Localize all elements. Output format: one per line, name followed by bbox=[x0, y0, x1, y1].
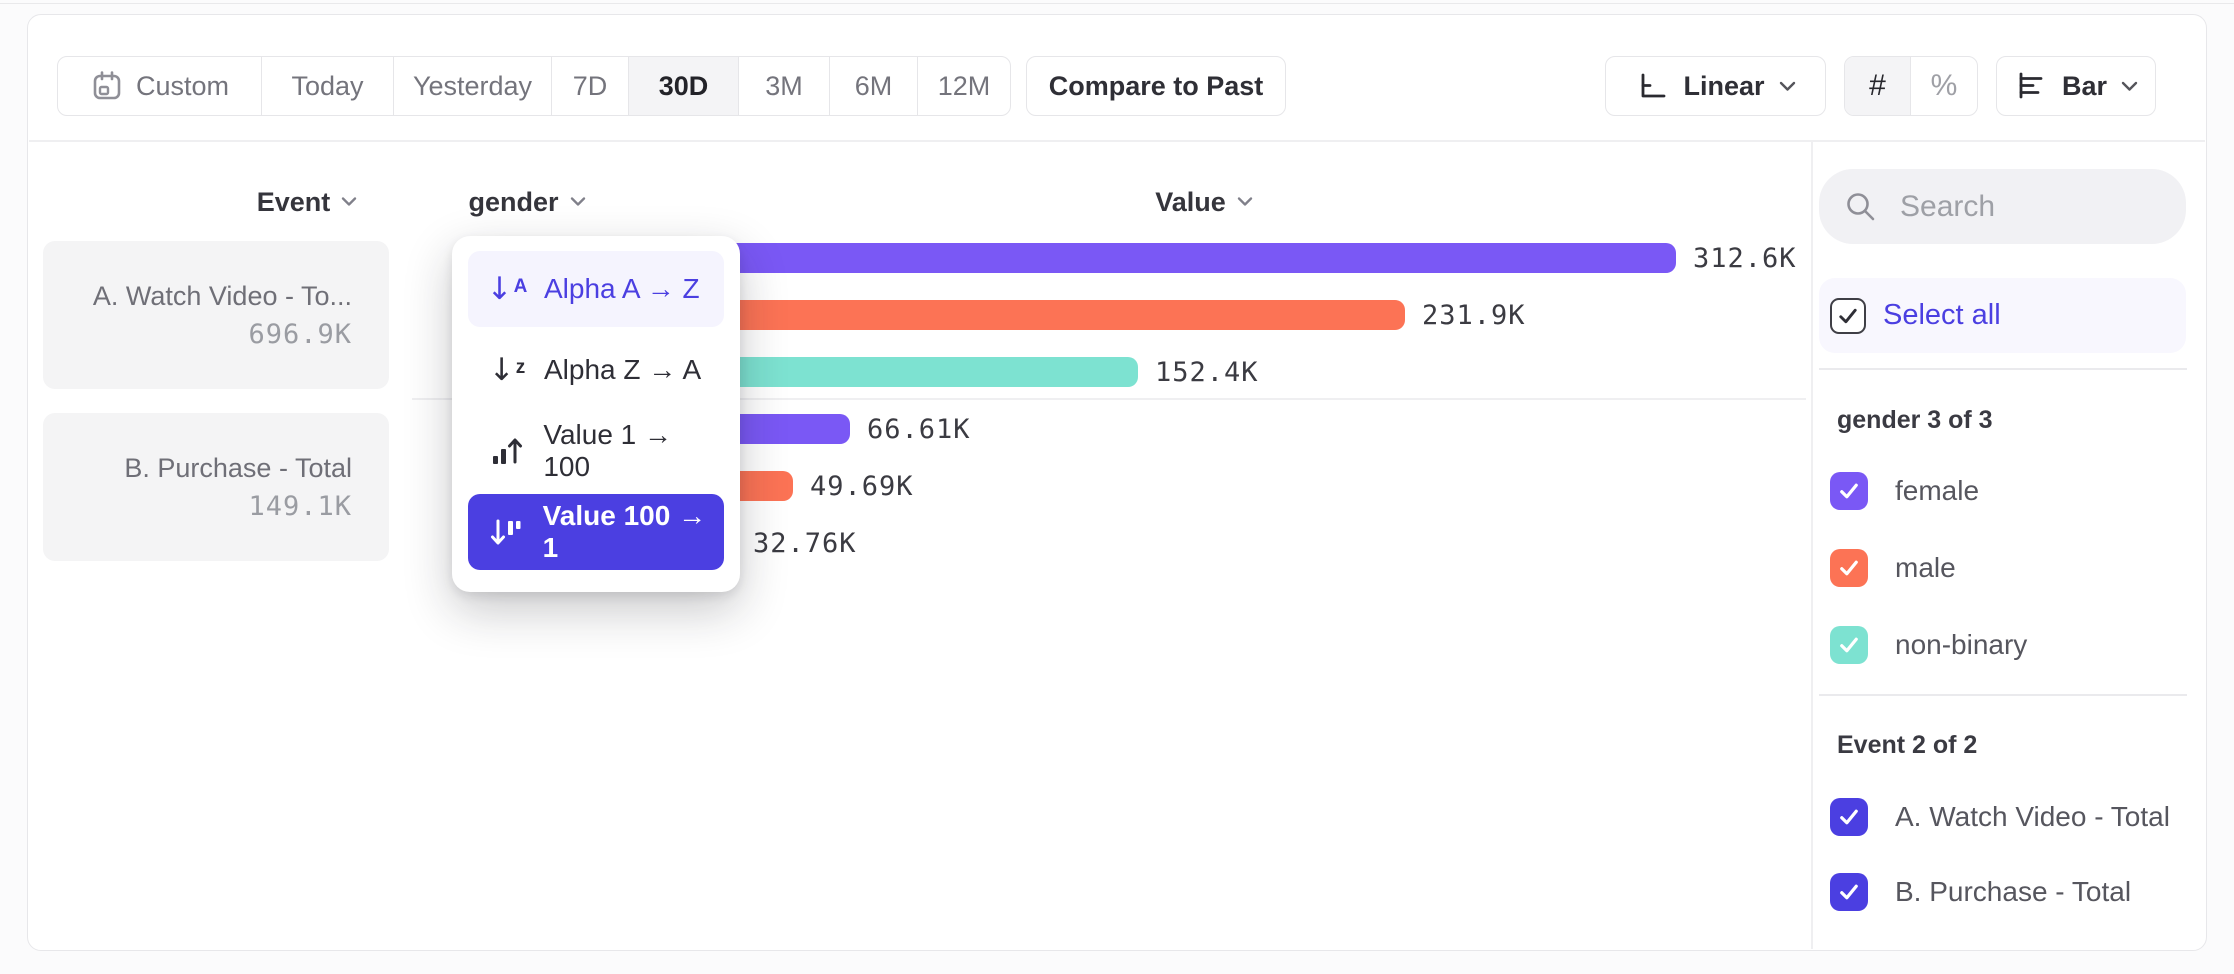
date-range-30d-selected[interactable]: 30D bbox=[629, 57, 739, 115]
bar-value-label: 231.9K bbox=[1422, 299, 1526, 331]
hash-icon: # bbox=[1869, 69, 1886, 102]
date-range-custom[interactable]: Custom bbox=[58, 57, 262, 115]
date-range-3m[interactable]: 3M bbox=[739, 57, 830, 115]
checkmark-icon bbox=[1840, 809, 1858, 825]
event-card-title: A. Watch Video - To... bbox=[92, 280, 352, 311]
event-group-separator bbox=[412, 398, 1806, 400]
chevron-down-icon bbox=[570, 197, 585, 206]
event-card-purchase[interactable]: B. Purchase - Total 149.1K bbox=[43, 413, 389, 561]
event-card-watch-video[interactable]: A. Watch Video - To... 696.9K bbox=[43, 241, 389, 389]
date-range-label: Custom bbox=[135, 70, 230, 101]
select-all-label: Select all bbox=[1883, 299, 2001, 331]
event-group-header: Event 2 of 2 bbox=[1837, 731, 1978, 759]
chevron-down-icon bbox=[2121, 81, 2138, 91]
sort-alpha-asc-icon: ↓ A bbox=[486, 270, 528, 307]
format-percent-option[interactable]: % bbox=[1911, 57, 1977, 115]
event-card-total: 149.1K bbox=[248, 490, 352, 522]
legend-item-female[interactable]: female bbox=[1830, 472, 1979, 510]
select-all-row[interactable]: Select all bbox=[1819, 278, 2186, 353]
bar-row-watch-video-female: 312.6K bbox=[626, 242, 1797, 274]
legend-item-watch-video[interactable]: A. Watch Video - Total bbox=[1830, 798, 2170, 836]
checkmark-icon bbox=[1839, 308, 1857, 323]
date-range-segmented-control: Custom Today Yesterday 7D 30D 3M 6M 12M bbox=[57, 56, 1011, 116]
toolbar-divider bbox=[29, 140, 2205, 142]
sidebar-divider-line bbox=[1819, 368, 2187, 370]
male-checkbox[interactable] bbox=[1830, 549, 1868, 587]
page-top-hairline bbox=[0, 3, 2234, 4]
watch-video-checkbox[interactable] bbox=[1830, 798, 1868, 836]
checkmark-icon bbox=[1840, 637, 1858, 653]
sort-value-asc-icon bbox=[484, 434, 529, 468]
value-format-toggle: # % bbox=[1844, 56, 1978, 116]
purchase-checkbox[interactable] bbox=[1830, 873, 1868, 911]
bar-value-label: 66.61K bbox=[867, 413, 971, 445]
scale-selector-button[interactable]: Linear bbox=[1605, 56, 1826, 116]
event-card-title: B. Purchase - Total bbox=[124, 452, 352, 483]
legend-item-non-binary[interactable]: non-binary bbox=[1830, 626, 2027, 664]
search-input[interactable] bbox=[1900, 189, 2150, 224]
sort-option-value-asc[interactable]: Value 1 → 100 bbox=[468, 413, 724, 489]
bar-value-label: 32.76K bbox=[753, 527, 857, 559]
date-range-today[interactable]: Today bbox=[262, 57, 394, 115]
value-column-header[interactable]: Value bbox=[1114, 186, 1294, 218]
chart-type-selector-button[interactable]: Bar bbox=[1996, 56, 2156, 116]
checkmark-icon bbox=[1840, 884, 1858, 900]
search-icon bbox=[1847, 192, 1875, 220]
chevron-down-icon bbox=[1779, 81, 1795, 91]
format-number-option[interactable]: # bbox=[1845, 57, 1911, 115]
date-range-12m[interactable]: 12M bbox=[937, 70, 991, 101]
sidebar-search bbox=[1819, 169, 2186, 244]
chevron-down-icon bbox=[342, 197, 357, 206]
sort-dropdown-menu: ↓ A Alpha A → Z ↓ z Alpha Z → A Value 1 → … bbox=[452, 236, 740, 592]
checkmark-icon bbox=[1840, 483, 1858, 499]
legend-item-purchase[interactable]: B. Purchase - Total bbox=[1830, 873, 2131, 911]
breakdown-group-header: gender 3 of 3 bbox=[1837, 406, 1993, 434]
date-range-6m[interactable]: 6M bbox=[830, 57, 918, 115]
checkmark-icon bbox=[1840, 560, 1858, 576]
date-range-7d[interactable]: 7D bbox=[552, 57, 629, 115]
sort-alpha-desc-icon: ↓ z bbox=[488, 351, 526, 388]
bar-row-watch-video-male: 231.9K bbox=[626, 299, 1526, 331]
sort-value-desc-icon bbox=[484, 515, 529, 549]
calendar-icon bbox=[93, 71, 121, 100]
bar-value-label: 152.4K bbox=[1155, 356, 1259, 388]
female-checkbox[interactable] bbox=[1830, 472, 1868, 510]
bar-value-label: 49.69K bbox=[810, 470, 914, 502]
select-all-checkbox[interactable] bbox=[1830, 297, 1866, 334]
linear-axis-icon bbox=[1642, 73, 1666, 98]
date-range-yesterday[interactable]: Yesterday bbox=[394, 57, 552, 115]
bar-value-label: 312.6K bbox=[1693, 242, 1797, 274]
bar[interactable] bbox=[626, 300, 1405, 330]
sort-option-value-desc-selected[interactable]: Value 100 → 1 bbox=[468, 494, 724, 570]
chevron-down-icon bbox=[1237, 197, 1252, 206]
non-binary-checkbox[interactable] bbox=[1830, 626, 1868, 664]
event-column-header[interactable]: Event bbox=[227, 186, 387, 218]
sidebar-divider-line bbox=[1819, 694, 2187, 696]
percent-icon: % bbox=[1930, 69, 1958, 102]
bar[interactable] bbox=[626, 243, 1676, 273]
breakdown-column-header[interactable]: gender bbox=[447, 186, 607, 218]
sort-option-alpha-z-a[interactable]: ↓ z Alpha Z → A bbox=[468, 332, 724, 408]
horizontal-bar-chart-icon bbox=[2019, 72, 2043, 99]
sort-option-alpha-a-z[interactable]: ↓ A Alpha A → Z bbox=[468, 251, 724, 327]
sidebar-divider bbox=[1811, 141, 1813, 949]
compare-to-past-button[interactable]: Compare to Past bbox=[1026, 56, 1286, 116]
event-card-total: 696.9K bbox=[248, 318, 352, 350]
legend-item-male[interactable]: male bbox=[1830, 549, 1956, 587]
